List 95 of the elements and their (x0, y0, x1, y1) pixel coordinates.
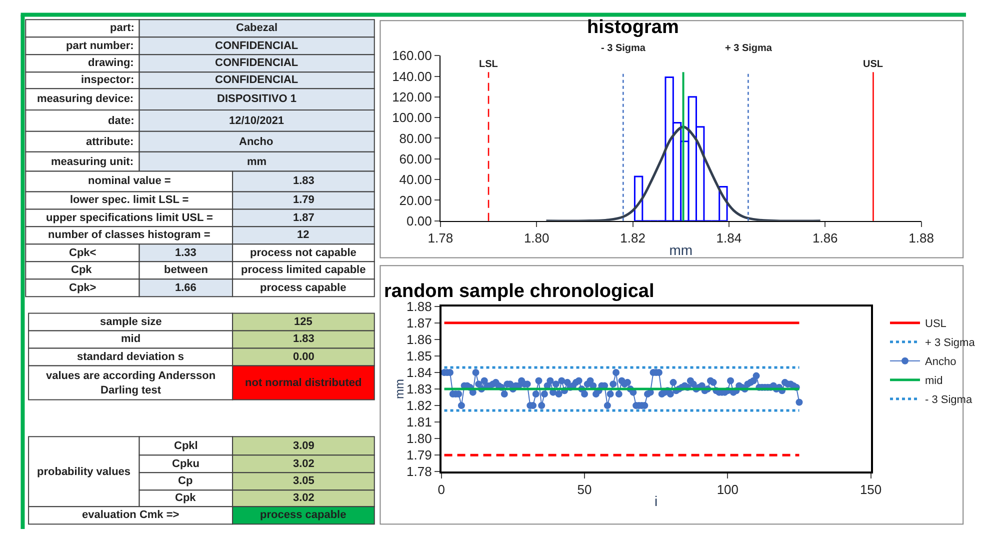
x-tick-label: 100 (716, 482, 739, 498)
y-tick-label: 20.00 (399, 192, 432, 208)
text: Cpk (71, 264, 93, 276)
chart-title: histogram (587, 17, 679, 38)
text: probability values (37, 466, 131, 478)
text: 3.05 (293, 475, 314, 487)
x-tick-label: 1.88 (908, 230, 934, 246)
y-tick-label: 80.00 (399, 130, 432, 146)
text: 1.87 (293, 212, 314, 224)
legend-label: mid (925, 375, 943, 388)
legend-label: - 3 Sigma (925, 394, 973, 406)
ref-line-label: LSL (479, 59, 498, 70)
text: 1.83 (293, 175, 314, 187)
text: 12 (297, 229, 310, 241)
y-tick-label: 100.00 (392, 110, 432, 126)
text: evaluation Cmk => (82, 509, 180, 521)
x-tick-label: 0 (438, 482, 446, 498)
text: attribute: (86, 136, 134, 148)
text: part: (110, 22, 134, 34)
x-tick-label: 1.82 (620, 230, 646, 246)
ref-line-label: USL (863, 59, 883, 70)
y-tick-label: 1.81 (406, 414, 432, 430)
y-tick-label: 1.82 (406, 398, 432, 414)
text: 1.79 (293, 194, 314, 206)
ref-line-label: + 3 Sigma (725, 43, 772, 54)
text: 3.09 (293, 440, 314, 452)
text: Cp (178, 475, 193, 487)
text: nominal value = (88, 175, 171, 187)
y-tick-label: 1.79 (406, 448, 432, 463)
y-tick-label: 1.83 (406, 382, 432, 397)
text: not normal distributed (245, 377, 362, 389)
y-tick-label: 120.00 (392, 89, 432, 104)
text: upper specifications limit USL = (46, 212, 213, 224)
text: measuring unit: (51, 156, 134, 168)
x-axis-title: i (654, 493, 658, 510)
text: number of classes histogram = (48, 229, 210, 241)
y-tick-label: 40.00 (399, 172, 432, 188)
text: 0.00 (293, 351, 314, 363)
text: CONFIDENCIAL (215, 74, 298, 86)
y-tick-label: 60.00 (399, 151, 432, 166)
y-tick-label: 1.85 (406, 348, 432, 364)
x-tick-label: 1.84 (716, 230, 742, 246)
y-tick-label: 160.00 (392, 48, 432, 64)
y-tick-label: 1.80 (406, 431, 432, 446)
text: Cpku (172, 458, 200, 470)
text: Cpk> (69, 282, 96, 294)
line-series (544, 126, 822, 221)
text: Cpk< (69, 247, 96, 259)
ref-line-label: - 3 Sigma (601, 43, 646, 54)
text: inspector: (81, 74, 134, 86)
text: Ancho (239, 136, 274, 148)
x-tick-label: 50 (577, 482, 592, 498)
text: part number: (66, 40, 134, 52)
text: date: (108, 115, 134, 127)
x-axis-title: mm (669, 242, 693, 258)
text: 3.02 (293, 492, 314, 504)
text: lower spec. limit LSL = (70, 194, 189, 206)
text: CONFIDENCIAL (215, 40, 298, 52)
x-tick-label: 1.86 (812, 230, 838, 246)
text: Cabezal (236, 22, 278, 34)
x-tick-label: 150 (860, 482, 882, 498)
y-tick-label: 0.00 (406, 213, 432, 228)
y-tick-label: 1.78 (406, 464, 432, 480)
text: sample size (100, 316, 162, 328)
x-tick-label: 1.80 (524, 230, 550, 246)
legend-label: Ancho (925, 356, 956, 368)
text: process limited capable (241, 264, 366, 276)
text: 12/10/2021 (229, 115, 284, 127)
text: standard deviation s (77, 351, 184, 363)
text: 3.02 (293, 458, 314, 470)
y-axis-title: mm (392, 379, 406, 400)
text: CONFIDENCIAL (215, 57, 298, 69)
text: measuring device: (37, 93, 134, 105)
text: values are according Andersson Darling test (46, 370, 216, 396)
text: drawing: (88, 57, 134, 69)
text: 1.83 (293, 333, 314, 345)
legend-label: USL (925, 318, 946, 330)
text: mm (247, 156, 267, 168)
text: process capable (260, 509, 346, 521)
text: 1.33 (175, 247, 196, 259)
text: between (164, 264, 208, 276)
text: mid (121, 333, 141, 345)
x-tick-label: 1.78 (428, 230, 454, 246)
text: 1.66 (175, 282, 196, 294)
legend-label: + 3 Sigma (925, 337, 976, 350)
y-tick-label: 1.86 (406, 332, 432, 347)
text: 125 (294, 316, 312, 328)
text: Cpk (175, 492, 197, 504)
text: process not capable (250, 247, 356, 259)
y-tick-label: 1.84 (406, 365, 432, 380)
text: Cpkl (174, 440, 198, 452)
y-tick-label: 1.87 (406, 315, 432, 330)
text: process capable (260, 282, 346, 294)
text: DISPOSITIVO 1 (217, 93, 296, 105)
y-tick-label: 140.00 (392, 68, 432, 84)
